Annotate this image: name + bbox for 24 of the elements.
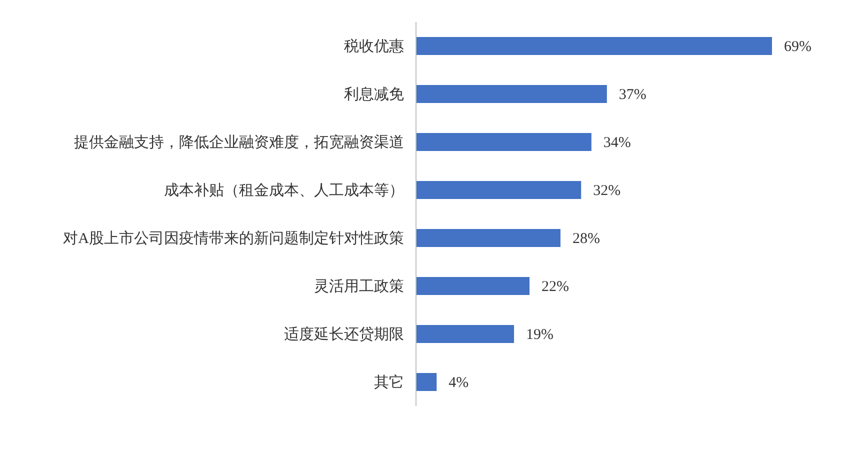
bar — [416, 133, 592, 151]
data-label: 34% — [603, 135, 631, 151]
bar — [416, 85, 607, 103]
data-label: 28% — [572, 231, 600, 247]
y-tick-label: 提供金融支持，降低企业融资难度，拓宽融资渠道 — [74, 134, 404, 151]
y-tick-label: 税收优惠 — [344, 38, 404, 55]
data-label: 22% — [542, 279, 570, 295]
bar — [416, 229, 560, 247]
y-tick-label: 利息减免 — [344, 86, 404, 103]
data-label: 69% — [784, 39, 812, 55]
y-tick-label: 灵活用工政策 — [314, 278, 404, 295]
bar — [416, 181, 582, 199]
data-label: 32% — [593, 183, 621, 199]
bar — [416, 277, 530, 295]
bar — [416, 373, 437, 391]
data-label: 19% — [526, 327, 554, 343]
y-tick-label: 对A股上市公司因疫情带来的新问题制定针对性政策 — [63, 230, 404, 247]
y-tick-label: 其它 — [374, 374, 404, 391]
y-tick-label: 适度延长还贷期限 — [284, 326, 404, 343]
bar — [416, 325, 514, 343]
data-label: 37% — [618, 87, 646, 103]
data-label: 4% — [448, 375, 469, 391]
y-tick-label: 成本补贴（租金成本、人工成本等） — [164, 182, 404, 199]
bar — [416, 37, 772, 55]
